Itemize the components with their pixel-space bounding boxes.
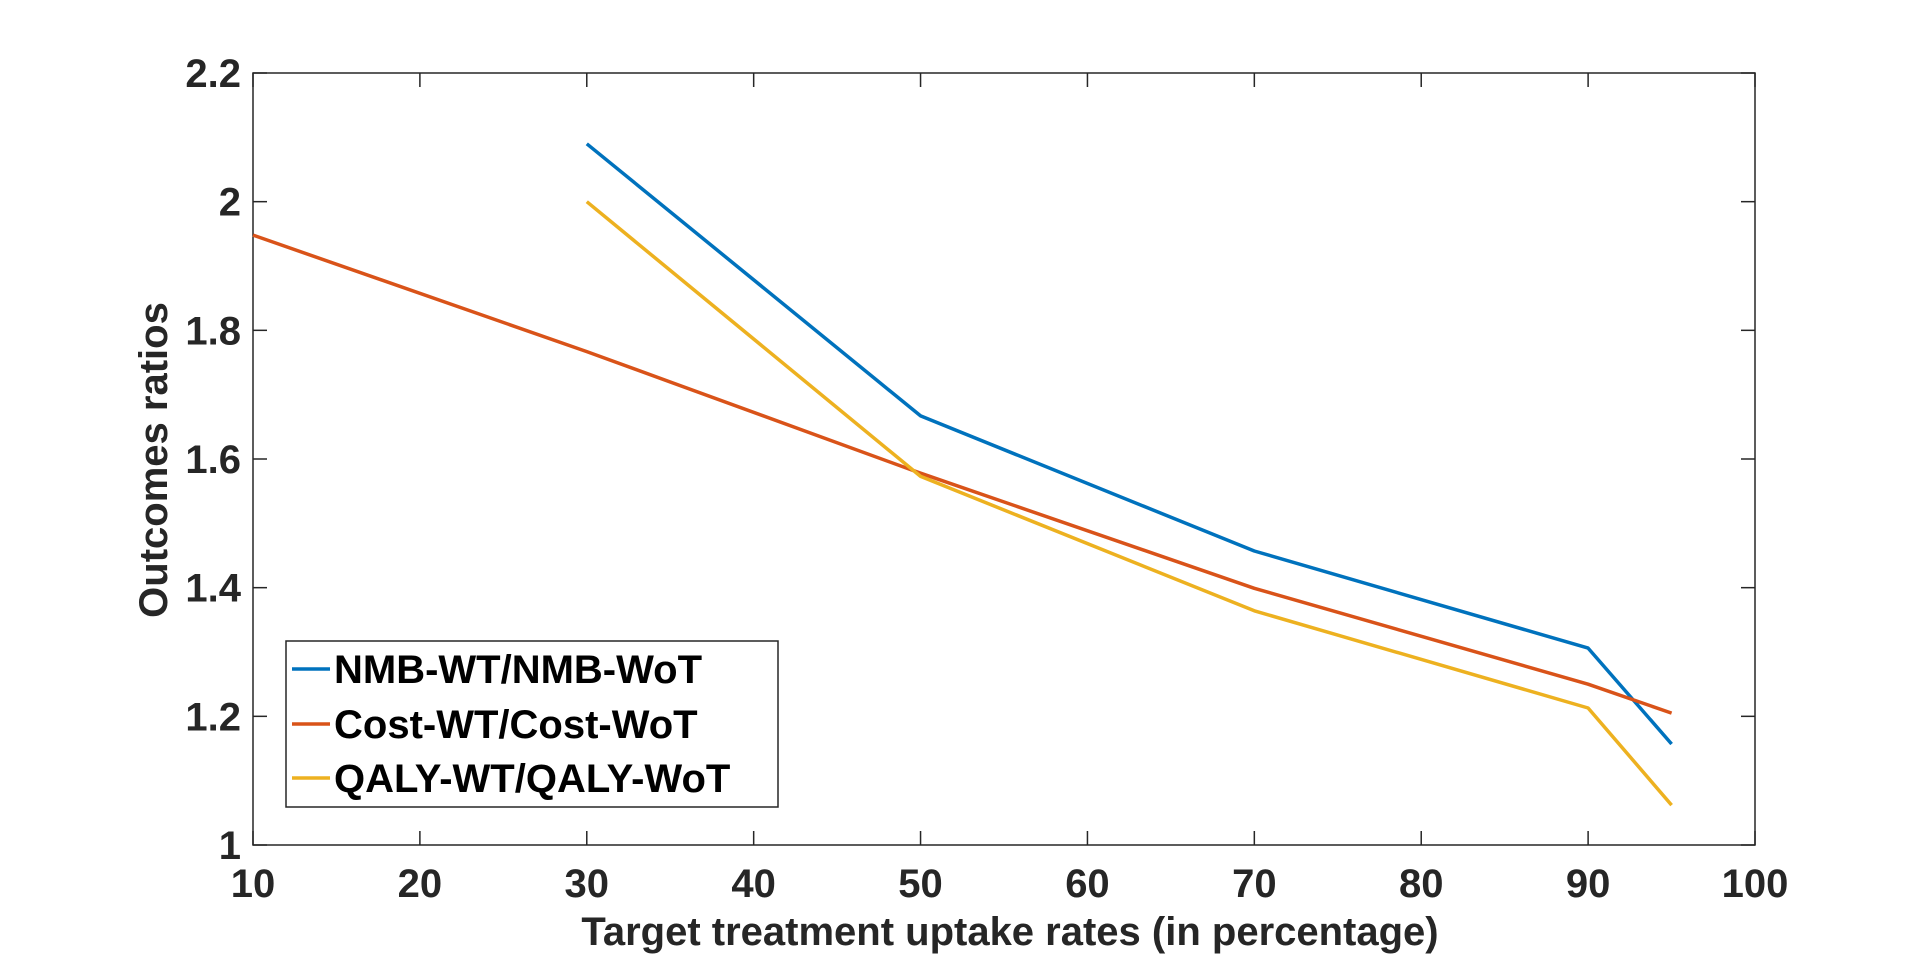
x-tick-label: 80 <box>1399 862 1444 906</box>
x-tick-label: 70 <box>1232 862 1277 906</box>
y-axis-label: Outcomes ratios <box>132 302 176 618</box>
series-line-qaly <box>585 200 1673 807</box>
x-tick-label: 50 <box>898 862 943 906</box>
x-tick-label: 60 <box>1065 862 1110 906</box>
series-line-cost <box>252 233 1673 715</box>
y-tick-label: 2 <box>219 181 241 225</box>
y-tick-label: 1.2 <box>185 695 241 739</box>
x-tick-label: 100 <box>1722 862 1789 906</box>
series-line-nmb <box>585 142 1673 746</box>
y-tick-label: 2.2 <box>185 52 241 96</box>
y-tick-label: 1 <box>219 824 241 868</box>
legend: NMB-WT/NMB-WoT Cost-WT/Cost-WoT QALY-WT/… <box>285 640 779 808</box>
x-axis-label: Target treatment uptake rates (in percen… <box>581 910 1438 954</box>
y-tick-label: 1.4 <box>185 567 241 611</box>
axes <box>252 72 1756 846</box>
x-tick-label: 20 <box>398 862 443 906</box>
x-tick-label: 30 <box>565 862 610 906</box>
tick-labels: 10 20 30 40 50 60 70 80 90 100 1 1.2 1.4 1.6 1.8 2 2.2 <box>185 52 1788 906</box>
legend-label-qaly: QALY-WT/QALY-WoT <box>334 757 730 801</box>
legend-label-cost: Cost-WT/Cost-WoT <box>334 703 698 747</box>
legend-label-nmb: NMB-WT/NMB-WoT <box>334 648 702 692</box>
y-tick-label: 1.6 <box>185 438 241 482</box>
x-tick-label: 10 <box>231 862 276 906</box>
x-tick-label: 40 <box>731 862 776 906</box>
legend-box <box>285 640 779 808</box>
y-tick-label: 1.8 <box>185 309 241 353</box>
x-tick-label: 90 <box>1566 862 1611 906</box>
series-lines <box>252 142 1673 807</box>
